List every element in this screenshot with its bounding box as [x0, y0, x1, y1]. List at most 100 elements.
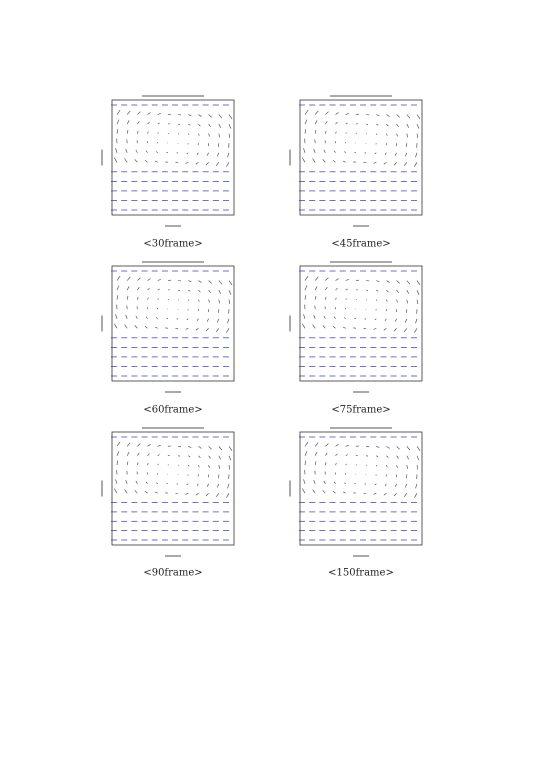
vector-arrow: [188, 280, 192, 283]
vector-arrow: [345, 444, 349, 447]
vector-arrow: [198, 133, 200, 136]
vector-arrow: [228, 133, 231, 139]
vector-arrow: [198, 289, 201, 293]
figure-caption: <60frame>: [143, 405, 202, 416]
vector-arrow: [228, 299, 231, 305]
vector-arrow: [228, 446, 233, 452]
vector-arrow: [198, 464, 200, 468]
vector-arrow: [404, 318, 408, 323]
vector-arrow: [312, 324, 316, 329]
vector-arrow: [134, 490, 138, 494]
vector-arrow: [198, 114, 202, 117]
vector-arrow: [137, 130, 139, 134]
vector-arrow: [304, 295, 307, 300]
plot-frame: [299, 431, 423, 546]
vector-arrow: [135, 149, 138, 153]
vector-arrow: [396, 446, 400, 450]
vector-arrow: [185, 327, 189, 330]
vector-arrow: [325, 130, 327, 134]
vector-arrow: [303, 148, 306, 153]
vector-arrow: [116, 119, 120, 125]
vector-arrow: [314, 129, 317, 134]
vector-arrow: [195, 327, 199, 331]
vector-arrow: [304, 119, 308, 125]
vector-arrow: [227, 483, 230, 489]
vector-arrow: [228, 455, 232, 461]
vector-arrow: [314, 110, 319, 115]
vector-arrow: [134, 159, 138, 163]
vector-arrow: [147, 297, 149, 300]
vector-arrow: [406, 123, 410, 128]
vector-arrow: [137, 462, 139, 466]
vector-arrow: [345, 463, 347, 466]
vector-arrow: [314, 295, 317, 300]
vector-arrow: [393, 328, 397, 332]
vector-arrow: [323, 480, 326, 484]
vector-arrow: [304, 109, 309, 115]
vector-arrow: [186, 318, 189, 321]
vector-arrow: [416, 114, 421, 120]
vector-arrow: [217, 483, 220, 488]
vector-arrow: [335, 453, 338, 456]
vector-arrow: [386, 114, 390, 117]
vector-arrow: [394, 483, 397, 487]
vector-arrow: [116, 441, 121, 447]
vector-arrow: [376, 114, 380, 117]
vector-arrow: [147, 112, 151, 115]
vector-arrow: [196, 318, 199, 321]
vector-arrow: [325, 111, 329, 115]
vector-arrow: [332, 325, 336, 329]
vector-arrow: [206, 483, 209, 487]
vector-arrow: [414, 493, 418, 498]
vector-arrow: [383, 492, 387, 496]
vector-arrow: [198, 455, 201, 459]
vector-arrow: [196, 152, 199, 155]
vector-arrow: [386, 464, 388, 468]
vector-arrow: [147, 287, 150, 291]
vector-arrow: [157, 298, 159, 300]
vector-arrow: [374, 318, 377, 321]
vector-arrow: [116, 451, 120, 456]
vector-arrow: [384, 152, 387, 155]
vector-arrow: [126, 295, 129, 300]
figure: <90frame>: [101, 427, 235, 579]
vector-arrow: [386, 289, 389, 293]
vector-arrow: [126, 110, 131, 115]
vector-arrow: [218, 465, 220, 469]
vector-arrow: [403, 492, 408, 498]
vector-arrow: [228, 289, 232, 295]
vector-arrow: [396, 133, 398, 137]
vector-arrow: [416, 465, 419, 470]
vector-arrow: [304, 441, 309, 447]
figure: <45frame>: [289, 95, 423, 250]
vector-arrow: [375, 299, 378, 302]
vector-arrow: [325, 443, 329, 447]
vector-arrow: [144, 159, 148, 163]
vector-arrow: [218, 455, 222, 460]
vector-arrow: [313, 314, 316, 319]
vector-arrow: [302, 323, 306, 329]
figure-caption: <30frame>: [143, 239, 202, 250]
vector-arrow: [145, 150, 148, 153]
vector-arrow: [187, 299, 190, 302]
vector-arrow: [344, 151, 346, 153]
vector-arrow: [344, 482, 346, 485]
vector-arrow: [325, 121, 328, 125]
vector-arrow: [416, 455, 420, 461]
vector-arrow: [403, 328, 408, 333]
plot-frame: [299, 265, 423, 382]
vector-arrow: [314, 442, 319, 447]
vector-arrow: [396, 464, 398, 469]
vector-arrow: [322, 159, 326, 163]
vector-arrow: [394, 152, 397, 156]
vector-arrow: [114, 488, 118, 494]
vector-arrow: [335, 278, 339, 281]
vector-arrow: [414, 162, 418, 167]
vector-arrow: [322, 325, 326, 329]
vector-arrow: [376, 123, 379, 126]
vector-arrow: [396, 289, 399, 294]
vector-arrow: [396, 280, 400, 284]
vector-arrow: [198, 446, 202, 449]
